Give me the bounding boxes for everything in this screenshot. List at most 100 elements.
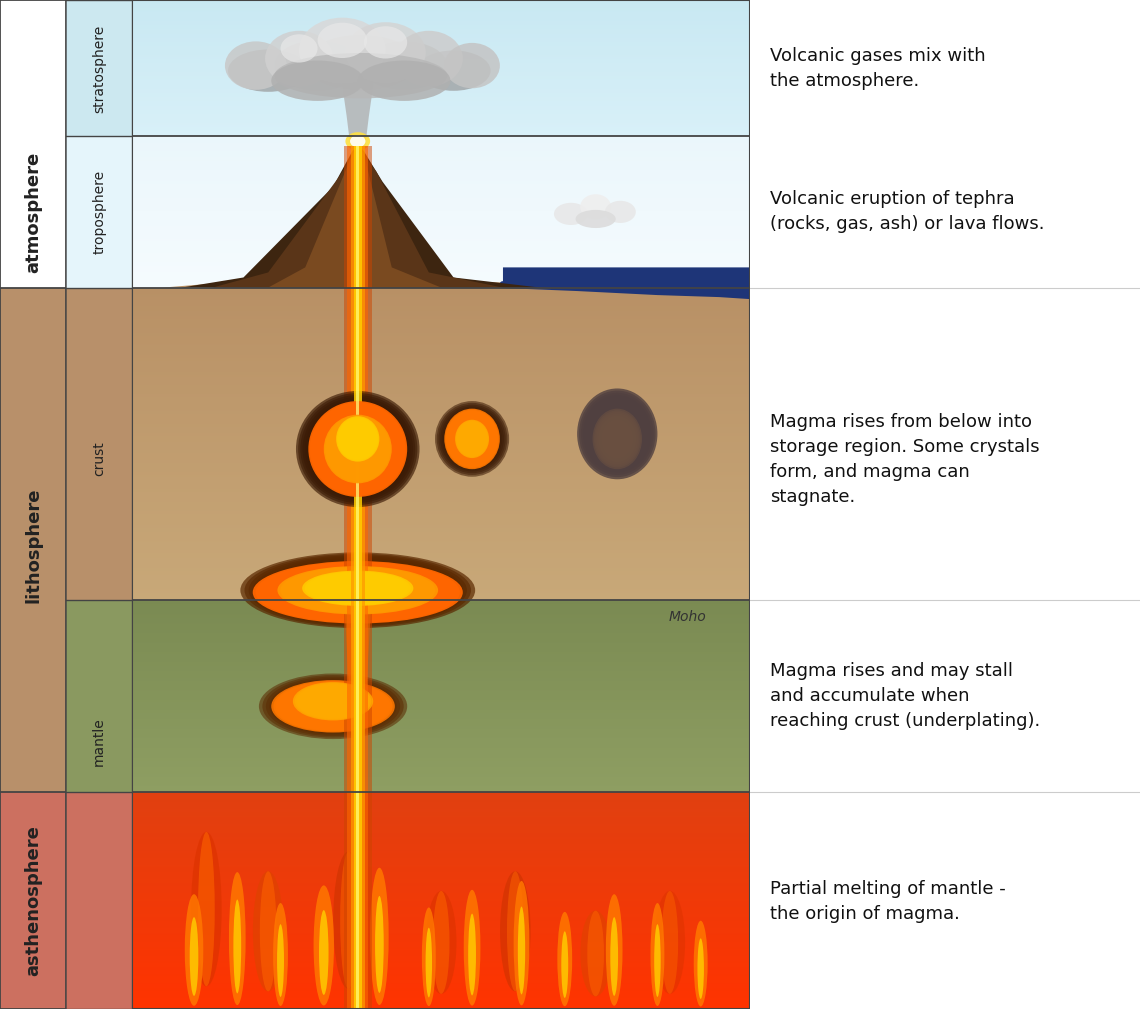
Ellipse shape <box>333 580 382 596</box>
Ellipse shape <box>449 416 495 463</box>
Ellipse shape <box>295 683 372 719</box>
Ellipse shape <box>288 569 426 611</box>
Bar <box>132 987 750 989</box>
Bar <box>132 884 750 885</box>
Ellipse shape <box>269 678 397 735</box>
Bar <box>132 375 750 376</box>
Bar <box>132 533 750 535</box>
Bar <box>132 853 750 854</box>
Ellipse shape <box>296 684 369 718</box>
Bar <box>132 575 750 577</box>
Bar <box>132 867 750 868</box>
Bar <box>132 338 750 339</box>
Bar <box>132 432 750 433</box>
Bar <box>132 993 750 994</box>
Bar <box>132 899 750 900</box>
Bar <box>132 876 750 877</box>
Ellipse shape <box>303 576 413 608</box>
Bar <box>132 378 750 379</box>
Bar <box>132 305 750 307</box>
Bar <box>132 967 750 968</box>
Bar <box>132 588 750 589</box>
Ellipse shape <box>319 579 396 601</box>
Bar <box>132 1004 750 1005</box>
Bar <box>132 393 750 394</box>
Bar <box>132 510 750 512</box>
Polygon shape <box>344 146 372 1009</box>
Bar <box>132 379 750 381</box>
Ellipse shape <box>319 910 328 995</box>
Bar <box>132 453 750 455</box>
Bar <box>132 827 750 829</box>
Ellipse shape <box>326 417 390 481</box>
Bar <box>0 288 66 792</box>
Ellipse shape <box>309 577 407 607</box>
Ellipse shape <box>605 894 622 1006</box>
Bar <box>132 984 750 985</box>
Ellipse shape <box>299 394 417 504</box>
Bar <box>132 793 750 794</box>
Ellipse shape <box>457 423 487 455</box>
Ellipse shape <box>447 414 497 464</box>
Ellipse shape <box>340 852 357 989</box>
Bar <box>132 353 750 355</box>
Bar <box>132 820 750 821</box>
Bar <box>132 569 750 571</box>
Bar <box>132 509 750 510</box>
Ellipse shape <box>577 388 658 479</box>
Ellipse shape <box>394 30 463 87</box>
Ellipse shape <box>462 427 482 451</box>
Bar <box>132 949 750 950</box>
Bar <box>132 297 750 299</box>
Bar <box>132 806 750 807</box>
Ellipse shape <box>286 686 380 726</box>
Bar <box>132 965 750 966</box>
Bar <box>132 486 750 487</box>
Ellipse shape <box>325 416 391 482</box>
Ellipse shape <box>314 692 352 710</box>
Bar <box>132 974 750 975</box>
Bar <box>132 428 750 430</box>
Bar <box>132 823 750 824</box>
Bar <box>132 567 750 569</box>
Bar <box>132 847 750 848</box>
Bar <box>132 845 750 846</box>
Bar <box>132 293 750 294</box>
Bar <box>132 912 750 913</box>
Bar <box>132 413 750 415</box>
Bar <box>132 483 750 484</box>
Ellipse shape <box>605 201 636 223</box>
Bar <box>132 341 750 342</box>
Bar <box>132 322 750 324</box>
Bar <box>132 950 750 951</box>
Bar <box>132 924 750 925</box>
Bar <box>132 515 750 516</box>
Bar <box>132 978 750 979</box>
Ellipse shape <box>264 564 451 621</box>
Bar <box>132 833 750 834</box>
Bar <box>132 900 750 902</box>
Ellipse shape <box>328 422 388 476</box>
Ellipse shape <box>449 414 495 464</box>
Ellipse shape <box>306 695 360 717</box>
Ellipse shape <box>345 22 425 83</box>
Bar <box>132 442 750 444</box>
Bar <box>132 896 750 897</box>
Bar <box>132 1008 750 1009</box>
Ellipse shape <box>318 412 398 486</box>
Ellipse shape <box>288 687 377 725</box>
Polygon shape <box>353 146 361 1009</box>
Ellipse shape <box>603 421 632 457</box>
Ellipse shape <box>333 425 382 473</box>
Ellipse shape <box>457 423 487 455</box>
Ellipse shape <box>425 928 432 997</box>
Ellipse shape <box>325 580 390 600</box>
Bar <box>132 333 750 335</box>
Bar <box>132 294 750 296</box>
Text: Magma rises from below into
storage region. Some crystals
form, and magma can
st: Magma rises from below into storage regi… <box>770 413 1040 506</box>
Bar <box>132 578 750 580</box>
Ellipse shape <box>314 886 334 1005</box>
Ellipse shape <box>437 403 507 475</box>
Bar <box>132 897 750 898</box>
Ellipse shape <box>586 399 648 468</box>
